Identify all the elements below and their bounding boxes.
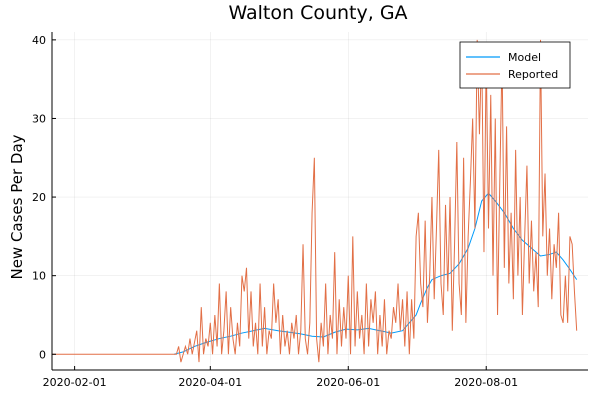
y-tick-label-1: 10 [32, 270, 46, 283]
axes: 0 10 20 30 40 2020-02-01 2020-04-01 2020-06-01 2… [32, 32, 588, 389]
series-line-reported [52, 39, 578, 363]
chart-title: Walton County, GA [228, 2, 407, 24]
legend-label-model: Model [508, 51, 541, 64]
plot-area [52, 39, 578, 363]
x-tick-label-1: 2020-04-01 [178, 376, 242, 389]
legend-box [459, 41, 571, 89]
legend: Model Reported [459, 41, 571, 89]
x-tick-label-3: 2020-08-01 [454, 376, 518, 389]
x-tick-label-2: 2020-06-01 [316, 376, 380, 389]
x-tick-label-0: 2020-02-01 [43, 376, 107, 389]
y-axis-label: New Cases Per Day [8, 134, 26, 279]
y-tick-label-0: 0 [39, 348, 46, 361]
series-line-model [174, 192, 578, 355]
y-tick-label-3: 30 [32, 112, 46, 125]
legend-label-reported: Reported [508, 68, 558, 81]
y-tick-label-4: 40 [32, 34, 46, 47]
y-tick-label-2: 20 [32, 191, 46, 204]
